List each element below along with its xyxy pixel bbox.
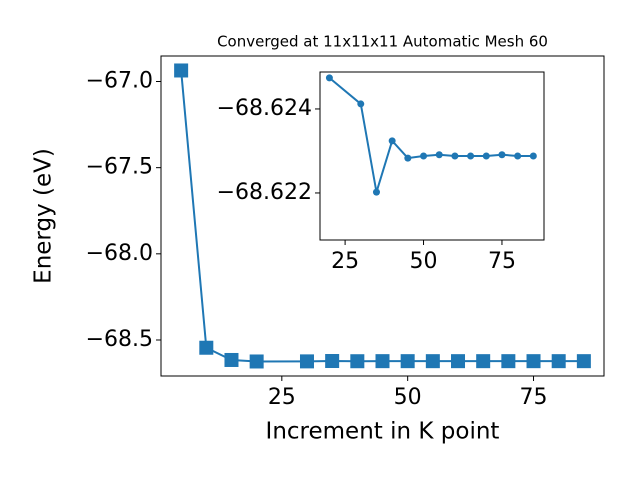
marker	[350, 354, 365, 369]
x-tick-label: 75	[488, 249, 516, 274]
marker	[404, 154, 412, 162]
marker	[482, 152, 490, 160]
marker	[529, 152, 537, 160]
x-tick-label: 50	[394, 385, 422, 410]
marker	[498, 151, 506, 159]
marker	[325, 74, 333, 82]
x-tick-label: 50	[410, 249, 438, 274]
marker	[501, 354, 516, 369]
y-tick-label: −68.0	[86, 241, 153, 266]
marker	[224, 352, 239, 367]
y-tick-label: −68.5	[86, 327, 153, 352]
marker	[388, 137, 396, 145]
marker	[199, 340, 214, 355]
marker	[435, 151, 443, 159]
y-tick-label: −68.622	[217, 180, 312, 205]
marker	[576, 354, 591, 369]
marker	[476, 354, 491, 369]
marker	[357, 100, 365, 108]
marker	[420, 152, 428, 160]
y-tick-label: −67.5	[86, 155, 153, 180]
x-tick-label: 75	[520, 385, 548, 410]
chart-title: Converged at 11x11x11 Automatic Mesh 60	[217, 33, 548, 51]
marker	[451, 152, 459, 160]
x-axis-label: Increment in K point	[266, 419, 500, 445]
marker	[325, 354, 340, 369]
marker	[526, 354, 541, 369]
marker	[375, 354, 390, 369]
marker	[400, 354, 415, 369]
marker	[551, 354, 566, 369]
marker	[451, 354, 466, 369]
x-tick-label: 25	[331, 249, 359, 274]
marker	[174, 63, 189, 78]
marker	[299, 354, 314, 369]
series-line	[180, 70, 584, 363]
y-axis-label: Energy (eV)	[31, 148, 57, 284]
marker	[249, 354, 264, 369]
y-tick-label: −67.0	[86, 69, 153, 94]
y-tick-label: −68.624	[217, 96, 312, 121]
marker	[467, 152, 475, 160]
x-tick-label: 25	[268, 385, 296, 410]
marker	[425, 354, 440, 369]
marker	[372, 188, 380, 196]
marker	[514, 152, 522, 160]
